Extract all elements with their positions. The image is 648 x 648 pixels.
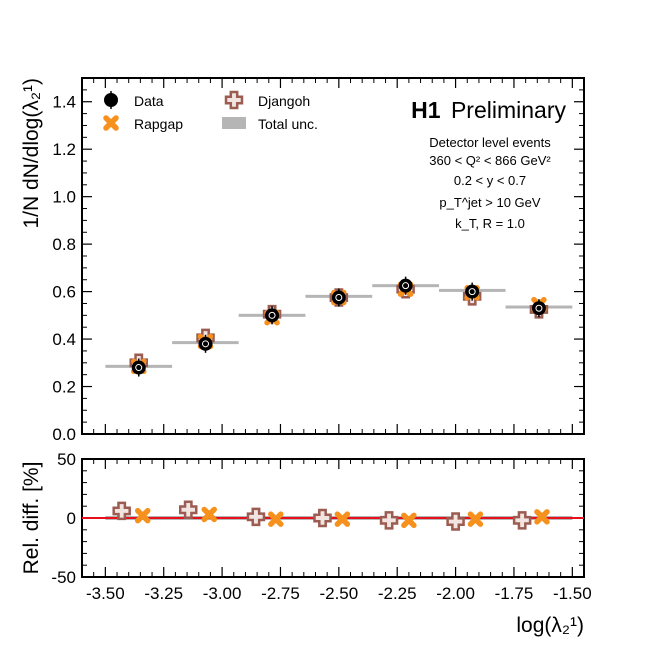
main-ytick-label: 0.0 — [52, 425, 76, 444]
legend-label-data: Data — [134, 93, 164, 109]
annotation-line-5: k_T, R = 1.0 — [455, 216, 525, 231]
ratio-rapgap-point-stroke-b — [401, 512, 417, 529]
ratio-djangoh-point — [313, 508, 332, 528]
ratio-rapgap-point — [268, 511, 284, 527]
legend-djangoh-symbol — [224, 90, 244, 110]
ratio-rapgap-point-stroke-b — [268, 511, 284, 527]
total-unc-bands — [105, 284, 573, 520]
ratio-djangoh-point — [446, 512, 465, 531]
ratio-rapgap-point — [334, 511, 351, 527]
legend-data-symbol — [104, 91, 118, 109]
data-point-dot — [531, 301, 546, 316]
xtick-label: -2.00 — [436, 584, 475, 603]
xtick-label: -3.50 — [86, 584, 125, 603]
preliminary-label: Preliminary — [451, 97, 567, 123]
annotation-line-3: 0.2 < y < 0.7 — [454, 173, 526, 188]
legend-marker-data — [104, 91, 118, 109]
data-point-dot — [131, 360, 146, 375]
data-point-highlight — [335, 294, 343, 302]
main-y-axis-title: 1/N dN/dlog(λ₂¹) — [20, 78, 43, 229]
data-point-highlight — [535, 304, 543, 312]
ratio-points — [112, 500, 550, 531]
ratio-rapgap-point-stroke-b — [334, 511, 351, 527]
ratio-djangoh-point — [112, 501, 131, 521]
ratio-rapgap-point — [134, 507, 151, 524]
annotation-line-1: Detector level events — [429, 135, 551, 150]
xtick-label: -1.75 — [495, 584, 534, 603]
ratio-rapgap-point-stroke-b — [467, 511, 484, 527]
data-point — [265, 306, 280, 325]
data-point-dot — [198, 336, 213, 351]
legend-label-rapgap: Rapgap — [134, 116, 183, 132]
ratio-djangoh-point — [512, 511, 532, 530]
data-point-highlight — [468, 288, 476, 296]
ratio-djangoh-point — [178, 500, 198, 519]
annotation-line-2: 360 < Q² < 866 GeV² — [429, 153, 551, 168]
ratio-ticks: -3.50 -3.25 -3.00 -2.75 -2.50 -2.25 -2.00 -1.75… — [51, 450, 591, 603]
legend-label-djangoh: Djangoh — [258, 93, 310, 109]
legend-marker-rapgap — [103, 115, 119, 131]
main-points — [129, 276, 549, 377]
ratio-rapgap-point-stroke-b — [134, 507, 151, 524]
legend: Data Djangoh Rapgap Total unc. — [103, 90, 318, 132]
annotation-line-4: p_T^jet > 10 GeV — [439, 195, 540, 210]
legend-rapgap-symbol-stroke-b — [103, 115, 119, 131]
main-ytick-label: 0.2 — [52, 378, 76, 397]
ratio-rapgap-point-stroke-b — [534, 509, 550, 525]
ratio-ytick-label: -50 — [51, 568, 76, 587]
h1-preliminary-label: H1 Preliminary — [411, 97, 566, 123]
legend-label-total-unc: Total unc. — [258, 116, 318, 132]
legend-marker-total-unc — [222, 117, 246, 129]
main-ytick-label: 1.0 — [52, 188, 76, 207]
data-point-dot — [465, 284, 480, 299]
main-y-ticks: 0.0 0.2 0.4 0.6 0.8 1.0 1.2 1.4 — [52, 77, 584, 444]
data-point — [531, 299, 546, 318]
data-point — [465, 282, 480, 301]
legend-data-symbol-dot — [104, 93, 118, 107]
data-point-highlight — [202, 340, 210, 348]
ratio-rapgap-point-stroke-b — [201, 506, 218, 523]
data-point — [398, 276, 413, 295]
xtick-label: -2.50 — [319, 584, 358, 603]
ratio-djangoh-point — [246, 507, 266, 527]
main-ytick-label: 0.4 — [52, 330, 76, 349]
ratio-ytick-label: 0 — [67, 509, 76, 528]
ratio-y-axis-title: Rel. diff. [%] — [20, 462, 43, 575]
data-point-dot — [331, 290, 346, 305]
legend-unc-symbol — [222, 117, 246, 129]
xtick-label: -2.25 — [378, 584, 417, 603]
main-ytick-label: 0.8 — [52, 235, 76, 254]
data-point — [198, 334, 213, 353]
legend-rapgap-symbol — [103, 115, 119, 131]
data-point — [131, 358, 146, 377]
legend-marker-djangoh — [224, 90, 244, 110]
xtick-label: -3.25 — [144, 584, 183, 603]
data-point-highlight — [402, 282, 410, 290]
data-point-dot — [265, 308, 280, 323]
data-point-highlight — [135, 364, 143, 372]
data-point-dot — [398, 278, 413, 293]
h1-brand: H1 — [411, 97, 441, 123]
xtick-label: -3.00 — [203, 584, 242, 603]
ratio-rapgap-point — [534, 509, 550, 525]
ratio-rapgap-point — [467, 511, 484, 527]
main-ytick-label: 1.4 — [52, 93, 76, 112]
x-axis-title: log(λ₂¹) — [516, 614, 584, 637]
xtick-label: -2.75 — [261, 584, 300, 603]
ratio-rapgap-point — [401, 512, 417, 529]
main-x-ticks — [93, 78, 585, 434]
ratio-rapgap-point — [201, 506, 218, 523]
main-ytick-label: 0.6 — [52, 283, 76, 302]
data-point-highlight — [268, 311, 276, 319]
data-point — [331, 288, 346, 307]
ratio-ytick-label: 50 — [57, 450, 76, 469]
xtick-label: -1.50 — [553, 584, 592, 603]
main-ytick-label: 1.2 — [52, 140, 76, 159]
ratio-djangoh-point — [379, 511, 399, 530]
